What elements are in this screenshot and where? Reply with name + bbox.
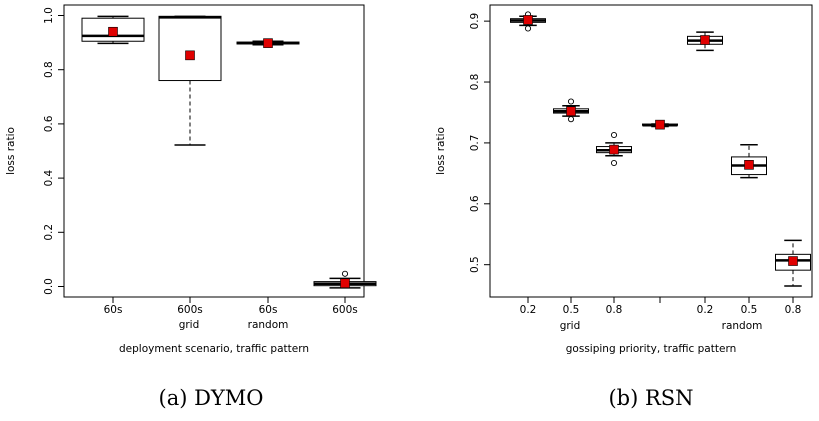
- box: [236, 38, 300, 48]
- y-tick-label: 0.8: [469, 74, 481, 91]
- mean-marker: [185, 50, 195, 61]
- x-tick-label: 0.5: [741, 304, 758, 316]
- x-tick-label: 600s: [332, 304, 358, 316]
- x-axis-label: deployment scenario, traffic pattern: [119, 343, 309, 355]
- box-series: [81, 15, 377, 289]
- y-axis-label: loss ratio: [435, 127, 447, 175]
- outlier-point: [567, 116, 575, 123]
- box: [510, 11, 546, 32]
- mean-marker: [340, 278, 350, 289]
- mean-marker: [788, 256, 798, 266]
- box: [158, 15, 222, 146]
- x-axis: 0.2 0.5 0.8 0.2 0.5 0.8: [520, 297, 802, 316]
- group-label-grid: grid: [560, 320, 581, 332]
- plot-frame: [489, 4, 813, 298]
- outlier-point: [610, 131, 618, 139]
- group-label-grid: grid: [179, 319, 200, 331]
- outlier-point: [610, 159, 618, 167]
- y-tick-label: 0.0: [43, 278, 55, 295]
- x-tick-label: 0.5: [563, 304, 580, 316]
- y-tick-label: 0.6: [43, 115, 55, 132]
- x-tick-label: 60s: [259, 304, 278, 316]
- y-axis: 0.5 0.6 0.7 0.8 0.9: [469, 13, 490, 273]
- panel-rsn: 0.5 0.6 0.7 0.8 0.9 0.2 0.5 0.8 0.2 0.5 0.8 loss …: [435, 4, 813, 410]
- box-series: [510, 11, 811, 287]
- plot-frame: [63, 4, 365, 298]
- y-tick-label: 0.7: [469, 135, 481, 152]
- outlier-point: [524, 25, 532, 32]
- box: [731, 143, 767, 179]
- group-label-random: random: [722, 320, 763, 332]
- panel-dymo: 0.0 0.2 0.4 0.6 0.8 1.0 60s 600s 60s 600s loss r…: [5, 4, 377, 410]
- x-tick-label: 0.8: [785, 304, 802, 316]
- mean-marker: [700, 35, 710, 45]
- mean-marker: [523, 15, 533, 25]
- y-tick-label: 0.2: [43, 224, 55, 241]
- caption-b: (b) RSN: [608, 386, 693, 410]
- x-tick-label: 0.8: [606, 304, 623, 316]
- mean-marker: [744, 160, 754, 170]
- box: [642, 119, 678, 130]
- y-axis: 0.0 0.2 0.4 0.6 0.8 1.0: [43, 7, 64, 295]
- x-axis-label: gossiping priority, traffic pattern: [566, 343, 736, 355]
- y-tick-label: 0.9: [469, 13, 481, 30]
- box: [313, 270, 377, 289]
- mean-marker: [609, 144, 619, 155]
- x-tick-label: 600s: [177, 304, 203, 316]
- box-body: [158, 15, 222, 82]
- box: [553, 98, 589, 123]
- outlier-point: [567, 98, 575, 105]
- mean-marker: [263, 38, 273, 48]
- y-tick-label: 1.0: [43, 7, 55, 24]
- box: [596, 131, 632, 167]
- group-label-random: random: [248, 319, 289, 331]
- box: [81, 15, 145, 45]
- y-tick-label: 0.5: [469, 256, 481, 273]
- y-axis-label: loss ratio: [5, 127, 17, 175]
- caption-a: (a) DYMO: [159, 386, 264, 410]
- x-axis: 60s 600s 60s 600s: [104, 297, 358, 316]
- box: [775, 239, 811, 287]
- y-tick-label: 0.8: [43, 61, 55, 78]
- mean-marker: [566, 106, 576, 117]
- x-tick-label: 0.2: [697, 304, 714, 316]
- box: [687, 31, 723, 52]
- mean-marker: [655, 119, 665, 130]
- outlier-point: [341, 270, 349, 277]
- mean-marker: [108, 26, 118, 37]
- y-tick-label: 0.6: [469, 195, 481, 212]
- x-tick-label: 60s: [104, 304, 123, 316]
- y-tick-label: 0.4: [43, 169, 55, 186]
- x-tick-label: 0.2: [520, 304, 537, 316]
